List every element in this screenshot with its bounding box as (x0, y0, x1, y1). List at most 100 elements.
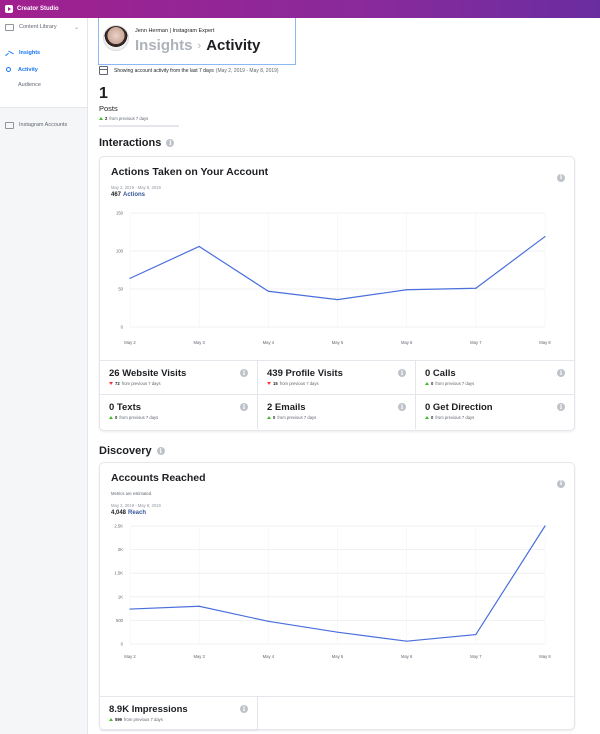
arrow-up-icon (425, 416, 429, 419)
breadcrumb-separator-icon: › (197, 39, 202, 52)
metric-cell: 0 Texts 0 from previous 7 days i (100, 395, 258, 429)
profile-name: Jenn Herman | Instagram Expert (135, 28, 215, 34)
info-icon[interactable]: i (240, 403, 248, 411)
metric-title: 8.9K Impressions (109, 704, 188, 715)
info-icon[interactable]: i (398, 369, 406, 377)
total-value: 467 (111, 192, 122, 198)
delta-value: 0 (431, 381, 434, 386)
content-library-icon (5, 23, 14, 31)
date-range-text: Showing account activity from the last 7… (114, 67, 214, 74)
sidebar-item-content-library[interactable]: Content Library ⌄ (0, 18, 87, 36)
data-point[interactable] (267, 620, 269, 622)
card-dates: May 2, 2019 - May 8, 2019 (111, 503, 161, 508)
arrow-up-icon (267, 416, 271, 419)
breadcrumb: Insights › Activity (135, 37, 260, 54)
account-header: Jenn Herman | Instagram Expert Insights … (98, 18, 296, 65)
sidebar-item-insights[interactable]: Insights (0, 44, 87, 62)
info-icon[interactable]: i (557, 403, 565, 411)
data-point[interactable] (129, 608, 131, 610)
info-icon[interactable]: i (240, 369, 248, 377)
y-tick-label: 100 (116, 249, 124, 254)
x-tick-label: May 5 (332, 340, 344, 345)
posts-count: 1 (99, 85, 108, 102)
data-point[interactable] (336, 299, 339, 301)
arrow-down-icon (109, 382, 113, 385)
data-point[interactable] (475, 287, 477, 289)
data-point[interactable] (198, 245, 200, 248)
info-icon[interactable]: i (557, 173, 565, 182)
info-icon[interactable]: i (240, 705, 248, 713)
data-point[interactable] (475, 633, 477, 636)
interactions-heading: Interactions i (99, 137, 175, 149)
sidebar-item-activity[interactable]: Activity (0, 62, 87, 77)
x-tick-label: May 3 (193, 340, 205, 345)
instagram-accounts-icon (5, 121, 14, 129)
calendar-icon[interactable] (99, 66, 108, 75)
reach-line-chart[interactable]: 0 500 1K 1.5K 2K 2.5K May 2 May 3 May 4 May 5 May … (100, 520, 574, 670)
sidebar-item-label: Instagram Accounts (19, 122, 68, 128)
info-icon[interactable]: i (398, 403, 406, 411)
y-tick-label: 0 (121, 325, 124, 330)
x-tick-label: May 2 (124, 340, 136, 345)
y-tick-label: 150 (116, 211, 124, 216)
chevron-down-icon[interactable]: ⌄ (73, 24, 79, 31)
y-tick-label: 50 (118, 287, 123, 292)
data-point[interactable] (406, 289, 408, 291)
total-label: Reach (128, 510, 147, 516)
sidebar-item-instagram-accounts[interactable]: Instagram Accounts (0, 116, 87, 134)
breadcrumb-insights[interactable]: Insights (135, 37, 193, 54)
x-tick-label: May 7 (470, 340, 482, 345)
metric-cell: 0 Calls 0 from previous 7 days i (416, 361, 574, 395)
arrow-up-icon (109, 416, 113, 419)
estimated-note: Metrics are estimated. (111, 491, 153, 496)
y-tick-label: 2.5K (114, 524, 123, 529)
actions-line-chart[interactable]: 0 50 100 150 May 2 May 3 May 4 May 5 May 6 May 7 M… (100, 203, 574, 353)
metric-title: 439 Profile Visits (267, 368, 343, 379)
info-icon[interactable]: i (166, 139, 175, 147)
data-point[interactable] (267, 290, 269, 292)
sidebar-item-audience[interactable]: Audience (18, 81, 41, 88)
top-bar: Creator Studio (0, 0, 600, 18)
insights-chart-icon (5, 50, 14, 57)
metric-delta: 0 from previous 7 days (267, 415, 406, 420)
sidebar: Content Library ⌄ Insights Activity Audi… (0, 18, 88, 734)
x-tick-label: May 8 (539, 340, 551, 345)
x-tick-label: May 7 (470, 654, 482, 659)
card-dates: May 2, 2019 - May 8, 2019 (111, 185, 161, 190)
y-tick-label: 1.5K (114, 571, 123, 576)
metric-title: 2 Emails (267, 402, 306, 413)
card-title: Accounts Reached (111, 472, 206, 484)
delta-text: from previous 7 days (435, 381, 475, 386)
posts-delta: 2 from previous 7 days (99, 116, 179, 121)
data-point[interactable] (544, 525, 546, 527)
card-total: 467 Actions (111, 192, 145, 198)
date-range: Showing account activity from the last 7… (99, 66, 279, 75)
delta-value: 0 (115, 415, 118, 420)
delta-value: 599 (115, 717, 122, 722)
metric-delta: 0 from previous 7 days (109, 415, 248, 420)
data-point[interactable] (198, 605, 200, 607)
discovery-heading: Discovery i (99, 445, 165, 457)
metrics-grid: 26 Website Visits 72 from previous 7 days i… (100, 360, 574, 429)
info-icon[interactable]: i (557, 369, 565, 377)
arrow-up-icon (99, 117, 103, 120)
card-title: Actions Taken on Your Account (111, 166, 269, 178)
creator-studio-logo-icon (5, 5, 13, 13)
data-point[interactable] (336, 631, 339, 633)
data-point[interactable] (406, 640, 408, 642)
avatar[interactable] (103, 25, 129, 51)
metric-cell: 26 Website Visits 72 from previous 7 days i (100, 361, 258, 395)
posts-summary: 1 Posts 2 from previous 7 days (99, 85, 179, 127)
y-tick-label: 1K (118, 594, 123, 599)
metric-cell: 2 Emails 0 from previous 7 days i (258, 395, 416, 429)
y-tick-label: 2K (118, 547, 123, 552)
info-icon[interactable]: i (156, 447, 165, 455)
x-tick-label: May 5 (332, 654, 344, 659)
info-icon[interactable]: i (557, 479, 565, 488)
posts-label: Posts (99, 104, 118, 113)
metric-delta: 72 from previous 7 days (109, 381, 248, 386)
data-point[interactable] (129, 277, 131, 279)
x-tick-label: May 4 (263, 340, 275, 345)
delta-text: from previous 7 days (124, 717, 163, 722)
data-point[interactable] (544, 235, 546, 238)
